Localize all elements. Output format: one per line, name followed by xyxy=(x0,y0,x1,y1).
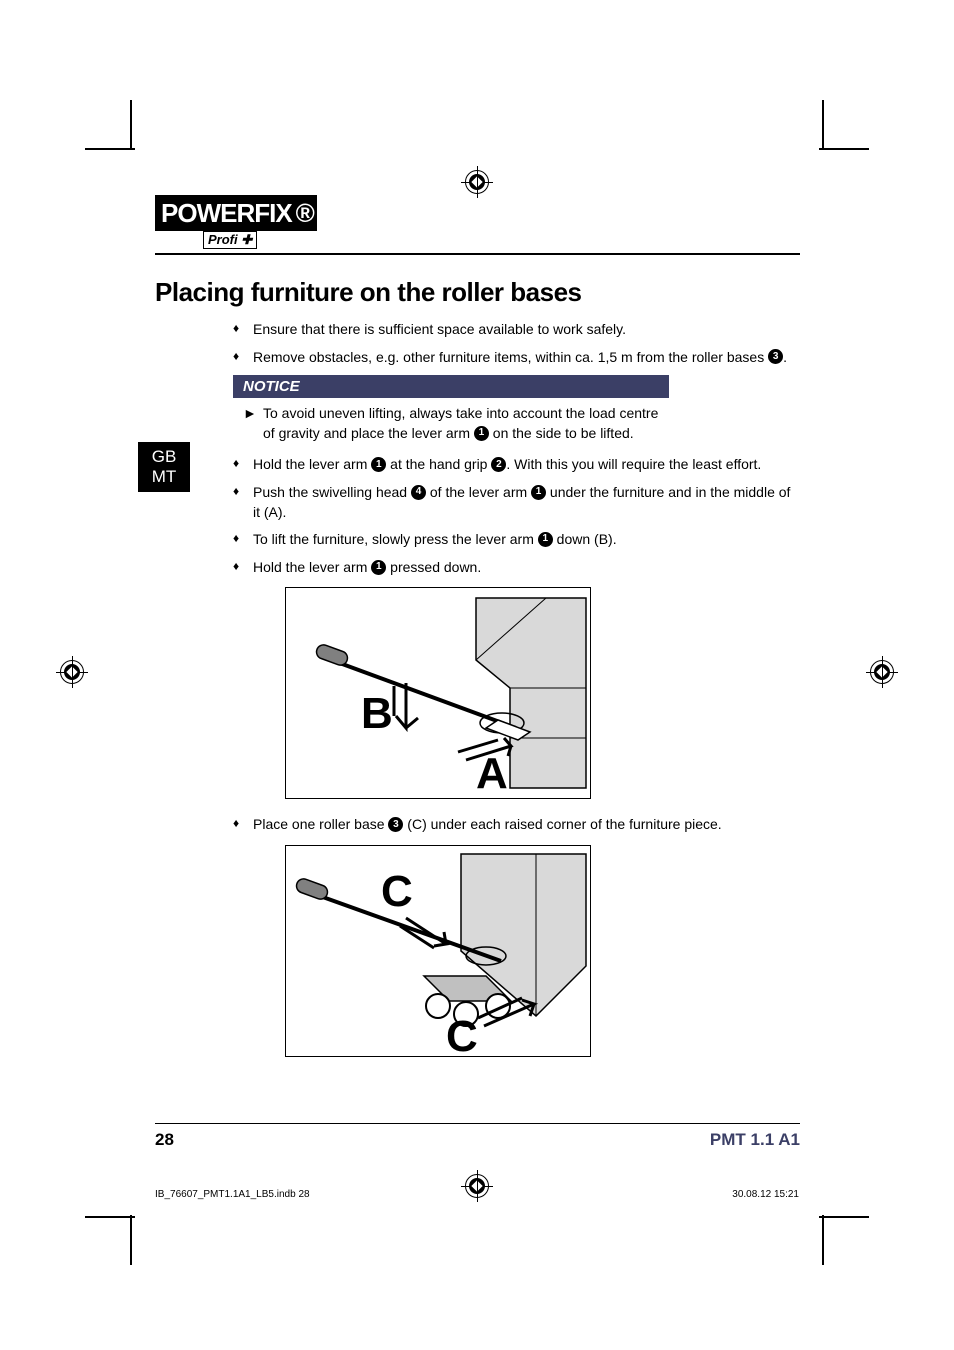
bullet-text: To lift the furniture, slowly press the … xyxy=(253,530,617,550)
figure-roller-base: C C xyxy=(285,845,591,1057)
registration-mark xyxy=(60,660,84,684)
diamond-bullet-icon: ♦ xyxy=(233,483,253,522)
callout-number: 1 xyxy=(538,532,553,547)
bullet-text: Ensure that there is sufficient space av… xyxy=(253,320,626,340)
page-footer: 28 PMT 1.1 A1 xyxy=(155,1123,800,1150)
diamond-bullet-icon: ♦ xyxy=(233,530,253,550)
callout-number: 1 xyxy=(371,457,386,472)
notice-body: ► To avoid uneven lifting, always take i… xyxy=(233,398,669,455)
callout-number: 1 xyxy=(371,560,386,575)
bullet-text: Hold the lever arm 1 at the hand grip 2.… xyxy=(253,455,761,475)
bullet-item: ♦Hold the lever arm 1 at the hand grip 2… xyxy=(233,455,800,475)
registration-mark xyxy=(870,660,894,684)
instruction-body: ♦ Ensure that there is sufficient space … xyxy=(233,320,800,1057)
section-title: Placing furniture on the roller bases xyxy=(155,277,800,308)
logo: POWERFIX® Profi ✚ xyxy=(155,195,800,249)
callout-number: 1 xyxy=(474,426,489,441)
page-number: 28 xyxy=(155,1130,174,1149)
page-content: POWERFIX® Profi ✚ Placing furniture on t… xyxy=(155,195,800,1073)
bullet-item: ♦ Ensure that there is sufficient space … xyxy=(233,320,800,340)
triangle-bullet-icon: ► xyxy=(243,404,263,443)
print-slug-file: IB_76607_PMT1.1A1_LB5.indb 28 xyxy=(155,1189,310,1200)
svg-text:C: C xyxy=(381,867,413,916)
crop-mark xyxy=(822,100,824,150)
bullet-item: ♦Hold the lever arm 1 pressed down. xyxy=(233,558,800,578)
callout-number: 1 xyxy=(531,485,546,500)
bullet-text: Push the swivelling head 4 of the lever … xyxy=(253,483,800,522)
diamond-bullet-icon: ♦ xyxy=(233,815,253,835)
callout-number: 3 xyxy=(768,349,783,364)
bullet-item: ♦ Remove obstacles, e.g. other furniture… xyxy=(233,348,800,368)
diamond-bullet-icon: ♦ xyxy=(233,558,253,578)
bullet-text: Hold the lever arm 1 pressed down. xyxy=(253,558,481,578)
crop-mark xyxy=(130,1215,132,1265)
diamond-bullet-icon: ♦ xyxy=(233,320,253,340)
crop-mark xyxy=(822,1215,824,1265)
diamond-bullet-icon: ♦ xyxy=(233,348,253,368)
header-divider xyxy=(155,253,800,255)
figure-lever-lift: B A xyxy=(285,587,591,799)
callout-number: 2 xyxy=(491,457,506,472)
bullet-text: Remove obstacles, e.g. other furniture i… xyxy=(253,348,787,368)
registration-mark xyxy=(465,1174,489,1198)
registration-mark xyxy=(465,170,489,194)
svg-text:B: B xyxy=(361,689,393,738)
bullet-item: ♦To lift the furniture, slowly press the… xyxy=(233,530,800,550)
notice-header: NOTICE xyxy=(233,375,669,398)
callout-number: 3 xyxy=(388,817,403,832)
svg-text:A: A xyxy=(476,749,508,798)
logo-subtitle: Profi ✚ xyxy=(203,231,257,249)
bullet-item: ♦ Place one roller base 3 (C) under each… xyxy=(233,815,800,835)
callout-number: 4 xyxy=(411,485,426,500)
crop-mark xyxy=(819,1216,869,1218)
svg-text:C: C xyxy=(446,1012,478,1056)
crop-mark xyxy=(85,1216,135,1218)
logo-brand: POWERFIX xyxy=(155,195,298,231)
print-slug-timestamp: 30.08.12 15:21 xyxy=(732,1189,799,1200)
bullet-item: ♦Push the swivelling head 4 of the lever… xyxy=(233,483,800,522)
bullet-text: Place one roller base 3 (C) under each r… xyxy=(253,815,722,835)
notice-text: To avoid uneven lifting, always take int… xyxy=(263,404,659,443)
crop-mark xyxy=(85,148,135,150)
model-number: PMT 1.1 A1 xyxy=(710,1130,800,1150)
crop-mark xyxy=(819,148,869,150)
diamond-bullet-icon: ♦ xyxy=(233,455,253,475)
crop-mark xyxy=(130,100,132,150)
